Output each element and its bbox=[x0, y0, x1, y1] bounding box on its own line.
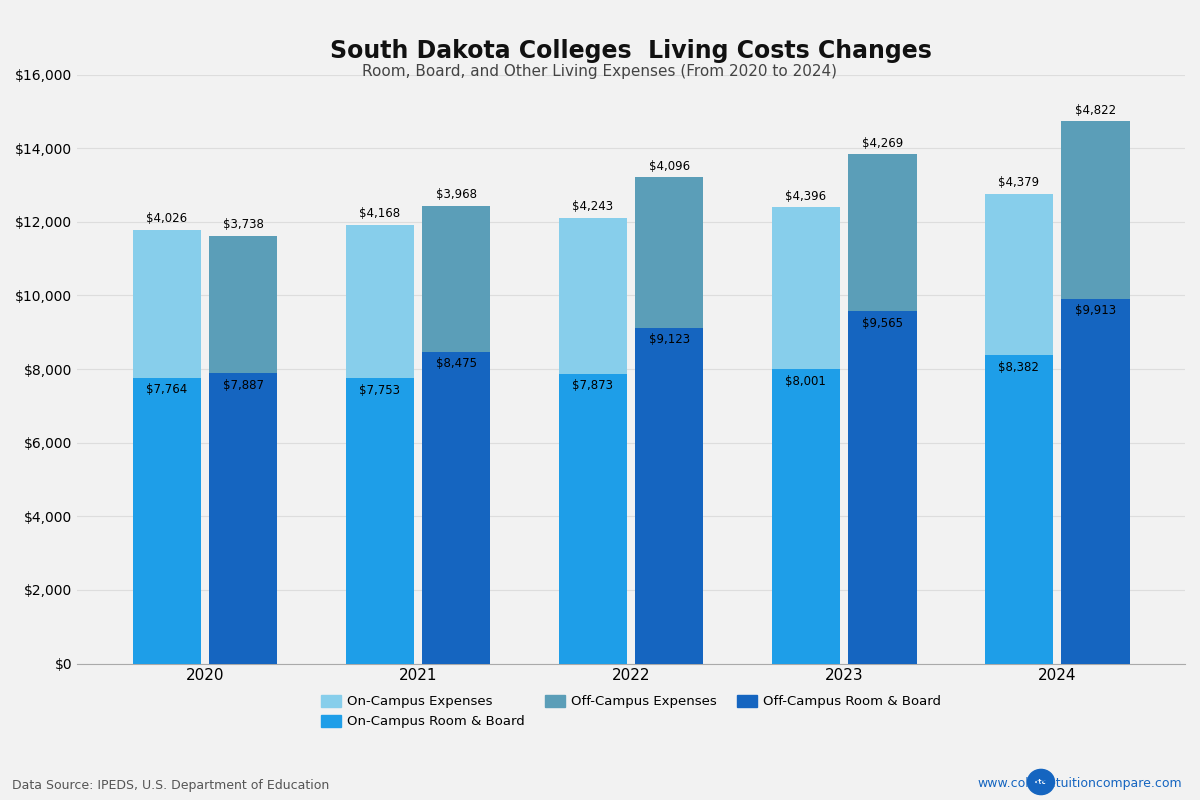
Text: $4,243: $4,243 bbox=[572, 200, 613, 213]
Text: $3,968: $3,968 bbox=[436, 188, 476, 201]
Text: $7,753: $7,753 bbox=[359, 384, 400, 397]
Bar bbox=[635, 177, 703, 328]
Text: $7,887: $7,887 bbox=[223, 378, 264, 392]
Bar bbox=[1062, 122, 1129, 298]
Text: Room, Board, and Other Living Expenses (From 2020 to 2024): Room, Board, and Other Living Expenses (… bbox=[362, 64, 838, 79]
Bar bbox=[848, 311, 917, 663]
Text: $8,382: $8,382 bbox=[998, 361, 1039, 374]
Bar bbox=[346, 225, 414, 378]
Text: www.collegetuitioncompare.com: www.collegetuitioncompare.com bbox=[977, 778, 1182, 790]
Bar bbox=[772, 369, 840, 663]
Text: $4,269: $4,269 bbox=[862, 137, 904, 150]
Text: $8,001: $8,001 bbox=[785, 374, 826, 387]
Title: South Dakota Colleges  Living Costs Changes: South Dakota Colleges Living Costs Chang… bbox=[330, 39, 932, 63]
Text: $4,168: $4,168 bbox=[359, 207, 401, 220]
Text: $9,913: $9,913 bbox=[1075, 304, 1116, 318]
Bar bbox=[985, 194, 1052, 355]
Bar bbox=[209, 236, 277, 374]
Bar bbox=[132, 378, 200, 663]
Text: $8,475: $8,475 bbox=[436, 357, 476, 370]
Text: $9,565: $9,565 bbox=[862, 317, 902, 330]
Text: $4,379: $4,379 bbox=[998, 177, 1039, 190]
Bar bbox=[1062, 298, 1129, 663]
Bar bbox=[132, 230, 200, 378]
Bar bbox=[422, 206, 491, 352]
Bar bbox=[985, 355, 1052, 663]
Bar bbox=[635, 328, 703, 663]
Text: Data Source: IPEDS, U.S. Department of Education: Data Source: IPEDS, U.S. Department of E… bbox=[12, 779, 329, 792]
Bar bbox=[422, 352, 491, 663]
Text: $9,123: $9,123 bbox=[649, 334, 690, 346]
Text: $4,096: $4,096 bbox=[649, 159, 690, 173]
Text: $4,396: $4,396 bbox=[785, 190, 827, 203]
Text: $7,764: $7,764 bbox=[146, 383, 187, 396]
Bar bbox=[848, 154, 917, 311]
Bar bbox=[772, 207, 840, 369]
Text: $3,738: $3,738 bbox=[223, 218, 264, 231]
Bar bbox=[346, 378, 414, 663]
Circle shape bbox=[1027, 770, 1055, 794]
Text: $4,026: $4,026 bbox=[146, 212, 187, 225]
Bar bbox=[559, 374, 626, 663]
Legend: On-Campus Expenses, On-Campus Room & Board, Off-Campus Expenses, Off-Campus Room: On-Campus Expenses, On-Campus Room & Boa… bbox=[316, 690, 947, 734]
Text: ctc: ctc bbox=[1036, 779, 1046, 785]
Text: $4,822: $4,822 bbox=[1075, 104, 1116, 117]
Bar bbox=[559, 218, 626, 374]
Text: $7,873: $7,873 bbox=[572, 379, 613, 392]
Bar bbox=[209, 374, 277, 663]
